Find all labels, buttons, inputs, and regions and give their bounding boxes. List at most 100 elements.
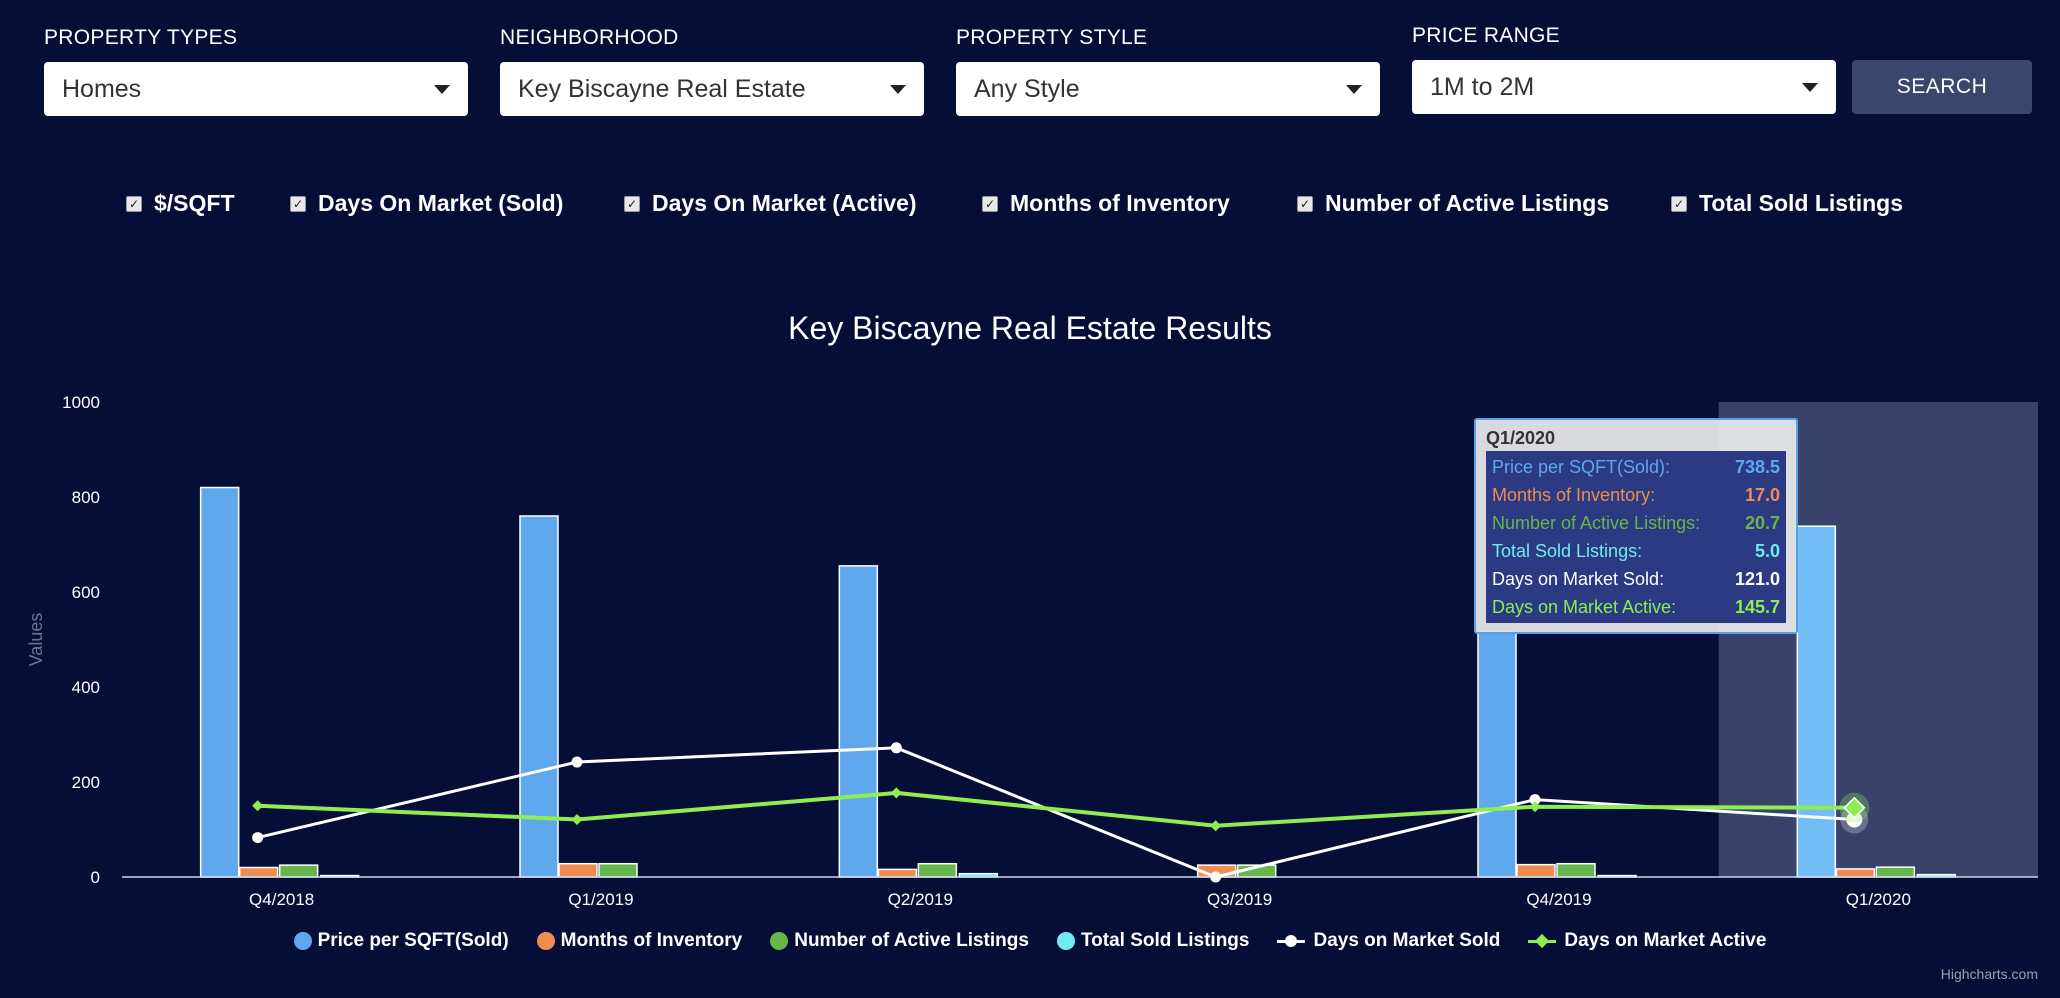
point-days-on-market-sold-0[interactable] (252, 832, 264, 844)
chevron-down-icon (890, 84, 906, 94)
point-days-on-market-sold-4[interactable] (1529, 794, 1541, 806)
point-days-on-market-sold-3[interactable] (1210, 871, 1222, 883)
bar-months-of-inventory-4[interactable] (1516, 863, 1556, 878)
point-days-on-market-active-0[interactable] (252, 800, 264, 812)
y-tick-label: 800 (72, 488, 100, 507)
bar-months-of-inventory-1[interactable] (558, 862, 598, 878)
point-days-on-market-active-4[interactable] (1529, 801, 1541, 813)
tooltip-value: 738.5 (1734, 456, 1780, 477)
property-types-label: PROPERTY TYPES (44, 26, 238, 49)
checkbox-price-sqft[interactable]: ✓ $/SQFT (126, 190, 235, 217)
point-days-on-market-active-2[interactable] (890, 787, 902, 799)
bar-number-of-active-listings-5[interactable] (1875, 866, 1916, 878)
tooltip-row: Price per SQFT(Sold): 738.5 (1492, 453, 1780, 481)
bar-number-of-active-listings-1[interactable] (598, 862, 638, 878)
bar-months-of-inventory-2[interactable] (877, 868, 918, 878)
legend-item-number-of-active-listings[interactable]: Number of Active Listings (770, 930, 1029, 952)
legend-dot-icon (770, 932, 789, 950)
line-days-on-market-sold (257, 746, 1855, 879)
point-days-on-market-sold-2[interactable] (890, 742, 902, 754)
chevron-down-icon (434, 84, 450, 94)
tooltip-label: Months of Inventory: (1492, 484, 1656, 505)
bar-months-of-inventory-0[interactable] (238, 866, 279, 878)
tooltip-header: Q1/2020 (1486, 428, 1556, 448)
neighborhood-select[interactable]: Key Biscayne Real Estate (500, 62, 924, 116)
point-days-on-market-active-5[interactable] (1843, 796, 1866, 819)
legend-item-price-per-sqft-sold-[interactable]: Price per SQFT(Sold) (293, 930, 509, 952)
bar-number-of-active-listings-4[interactable] (1556, 862, 1596, 878)
legend-dot-icon (1056, 932, 1075, 950)
check-icon[interactable]: ✓ (126, 195, 142, 212)
checkbox-label: Total Sold Listings (1699, 190, 1904, 216)
checkbox-label: Days On Market (Sold) (318, 190, 564, 216)
bar-price-per-sqft-sold--5[interactable] (1796, 525, 1837, 878)
tooltip-row: Months of Inventory: 17.0 (1492, 481, 1780, 509)
price-range-select[interactable]: 1M to 2M (1412, 60, 1836, 114)
y-tick-label: 0 (91, 868, 100, 887)
chevron-down-icon (1346, 84, 1362, 94)
bar-price-per-sqft-sold--0[interactable] (199, 486, 240, 878)
legend-item-months-of-inventory[interactable]: Months of Inventory (536, 930, 743, 952)
y-tick-label: 200 (72, 773, 100, 792)
bar-number-of-active-listings-2[interactable] (917, 862, 958, 878)
bar-price-per-sqft-sold--1[interactable] (519, 515, 559, 878)
x-tick-label: Q3/2019 (1207, 890, 1272, 909)
chevron-down-icon (1802, 82, 1818, 92)
point-days-on-market-sold-5[interactable] (1846, 811, 1863, 828)
legend-item-total-sold-listings[interactable]: Total Sold Listings (1056, 930, 1250, 952)
x-tick-label: Q1/2019 (568, 890, 633, 909)
search-button[interactable]: SEARCH (1852, 60, 2032, 114)
legend-dot-icon (293, 932, 312, 950)
line-days-on-market-active (257, 790, 1855, 828)
checkbox-label: Days On Market (Active) (652, 190, 917, 216)
bar-months-of-inventory-5[interactable] (1835, 868, 1876, 878)
bar-number-of-active-listings-0[interactable] (278, 864, 319, 878)
tooltip-value: 5.0 (1754, 540, 1780, 561)
point-days-on-market-active-3[interactable] (1210, 820, 1222, 832)
legend-item-days-on-market-sold[interactable]: Days on Market Sold (1277, 930, 1500, 952)
legend-label: Months of Inventory (560, 930, 743, 951)
legend-label: Price per SQFT(Sold) (317, 930, 509, 951)
property-types-select[interactable]: Homes (44, 62, 468, 116)
checkbox-total-sold[interactable]: ✓ Total Sold Listings (1671, 190, 1903, 217)
checkbox-dom-sold[interactable]: ✓ Days On Market (Sold) (290, 190, 563, 217)
legend-item-days-on-market-active[interactable]: Days on Market Active (1528, 930, 1766, 952)
point-days-on-market-active-1[interactable] (571, 814, 583, 826)
property-style-select[interactable]: Any Style (956, 62, 1380, 116)
check-icon[interactable]: ✓ (1297, 195, 1313, 212)
legend-label: Days on Market Sold (1313, 930, 1501, 951)
checkbox-months-inventory[interactable]: ✓ Months of Inventory (982, 190, 1230, 217)
neighborhood-label: NEIGHBORHOOD (500, 26, 679, 49)
legend-line-marker-icon (1528, 932, 1558, 950)
property-types-value: Homes (62, 74, 142, 103)
check-icon[interactable]: ✓ (1671, 195, 1687, 212)
check-icon[interactable]: ✓ (624, 195, 640, 212)
tooltip-value: 17.0 (1744, 484, 1780, 505)
legend-label: Number of Active Listings (794, 930, 1029, 951)
property-style-filter: PROPERTY STYLE Any Style (956, 26, 1380, 116)
tooltip-value: 121.0 (1734, 568, 1780, 589)
tooltip-row: Number of Active Listings: 20.7 (1492, 509, 1780, 537)
check-icon[interactable]: ✓ (290, 195, 306, 212)
x-tick-label: Q2/2019 (888, 890, 953, 909)
highcharts-credit[interactable]: Highcharts.com (1940, 966, 2038, 982)
chart-title: Key Biscayne Real Estate Results (788, 310, 1272, 346)
tooltip-label: Days on Market Active: (1492, 596, 1677, 617)
tooltip-label: Price per SQFT(Sold): (1492, 456, 1671, 477)
tooltip-row: Days on Market Sold: 121.0 (1492, 565, 1780, 593)
checkbox-label: $/SQFT (154, 190, 235, 216)
checkbox-dom-active[interactable]: ✓ Days On Market (Active) (624, 190, 917, 217)
bar-price-per-sqft-sold--4[interactable] (1477, 631, 1517, 878)
legend-label: Total Sold Listings (1080, 930, 1250, 951)
x-tick-label: Q1/2020 (1846, 890, 1911, 909)
point-days-on-market-sold-1[interactable] (571, 756, 583, 768)
neighborhood-value: Key Biscayne Real Estate (518, 74, 806, 103)
checkbox-active-listings[interactable]: ✓ Number of Active Listings (1297, 190, 1609, 217)
property-style-value: Any Style (974, 74, 1080, 103)
tooltip-row: Total Sold Listings: 5.0 (1492, 537, 1780, 565)
checkbox-label: Months of Inventory (1010, 190, 1230, 216)
tooltip-value: 145.7 (1734, 596, 1780, 617)
bar-price-per-sqft-sold--2[interactable] (838, 565, 879, 878)
check-icon[interactable]: ✓ (982, 195, 998, 212)
tooltip-value: 20.7 (1744, 512, 1780, 533)
